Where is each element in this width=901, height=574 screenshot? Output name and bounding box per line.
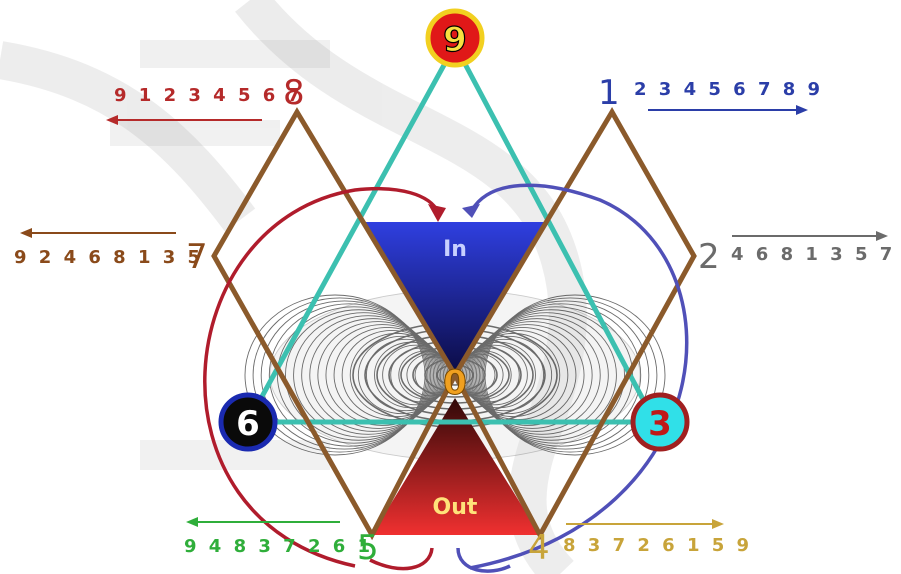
sequence-4: 4 8 3 7 2 6 1 5 9 — [528, 519, 752, 568]
node-9: 9 — [425, 8, 485, 68]
torus-ring — [357, 335, 446, 415]
sequence-7: 9 2 4 6 8 1 3 5 7 — [14, 228, 208, 277]
sequence-2-number: 2 — [698, 237, 720, 277]
in-label: In — [443, 237, 467, 262]
sequence-2-arrowhead — [876, 231, 888, 241]
node-3-label: 3 — [648, 404, 672, 444]
arc-red-small — [369, 547, 434, 571]
torus-ring — [475, 312, 617, 438]
node-9-label: 9 — [443, 20, 467, 60]
torus-ring — [268, 303, 430, 447]
out-label: Out — [433, 495, 478, 520]
center-node-0: 0 — [443, 363, 467, 403]
torus-ring — [480, 303, 642, 447]
background-helix — [0, 0, 587, 574]
torus-ring — [293, 312, 435, 438]
sequence-8-digits: 9 1 2 3 4 5 6 7 — [114, 85, 303, 106]
sequence-4-arrowhead — [712, 519, 724, 529]
background-bars — [110, 40, 330, 470]
sequence-5-arrowhead — [186, 517, 198, 527]
sequence-7-arrowhead — [20, 228, 32, 238]
sequence-1-arrowhead — [796, 105, 808, 115]
sequence-4-digits: 8 3 7 2 6 1 5 9 — [563, 535, 752, 556]
sequence-8: 9 1 2 3 4 5 6 7 8 — [106, 73, 305, 125]
torus-ring — [481, 300, 650, 450]
arrowhead-blue-in — [462, 204, 480, 218]
sequence-7-number: 7 — [186, 237, 208, 277]
torus-ring — [285, 309, 433, 441]
sequence-1: 1 2 3 4 5 6 7 8 9 — [598, 73, 823, 115]
torus-ring — [365, 338, 447, 412]
torus-ring — [349, 332, 445, 418]
torus-ring — [276, 306, 432, 444]
arc-blue-outer — [469, 183, 689, 570]
diamond-right — [452, 107, 697, 541]
torus-ring — [252, 297, 427, 453]
torus-ring — [465, 332, 561, 418]
torus-ring — [317, 321, 439, 429]
sequence-5: 9 4 8 3 7 2 6 1 5 — [184, 517, 379, 568]
node-6-label: 6 — [236, 404, 260, 444]
sequence-7-digits: 9 2 4 6 8 1 3 5 — [14, 247, 203, 268]
sequence-1-digits: 2 3 4 5 6 7 8 9 — [634, 79, 823, 100]
torus-ring — [470, 324, 585, 426]
torus-ring — [471, 321, 593, 429]
torus-ring — [260, 300, 429, 450]
torus-ring — [474, 315, 609, 435]
torus-ring — [463, 338, 545, 412]
sequence-4-number: 4 — [528, 528, 550, 568]
arc-red-outer — [203, 186, 440, 568]
node-3: 3 — [630, 392, 690, 452]
arrowhead-red-in — [428, 204, 446, 222]
torus-ring — [483, 297, 658, 453]
torus-ring — [464, 335, 553, 415]
out-funnel — [372, 398, 540, 535]
sequence-8-arrowhead — [106, 115, 118, 125]
sequence-5-number: 5 — [357, 528, 379, 568]
sequence-2-digits: 4 6 8 1 3 5 7 9 — [731, 244, 901, 265]
arc-blue-small — [456, 547, 511, 573]
in-funnel — [363, 222, 545, 378]
sequence-2: 2 4 6 8 1 3 5 7 9 — [698, 231, 901, 277]
sequence-8-number: 8 — [283, 73, 305, 113]
node-6: 6 — [218, 392, 278, 452]
torus-ring — [325, 324, 440, 426]
sequence-5-digits: 9 4 8 3 7 2 6 1 — [184, 536, 373, 557]
torus-ring — [301, 315, 436, 435]
diamond-left — [211, 107, 458, 541]
torus-ring — [460, 344, 528, 406]
sequence-1-number: 1 — [598, 73, 620, 113]
triangle-9-3-6 — [243, 39, 660, 425]
torus-ring — [477, 309, 625, 441]
torus-ring — [382, 344, 450, 406]
